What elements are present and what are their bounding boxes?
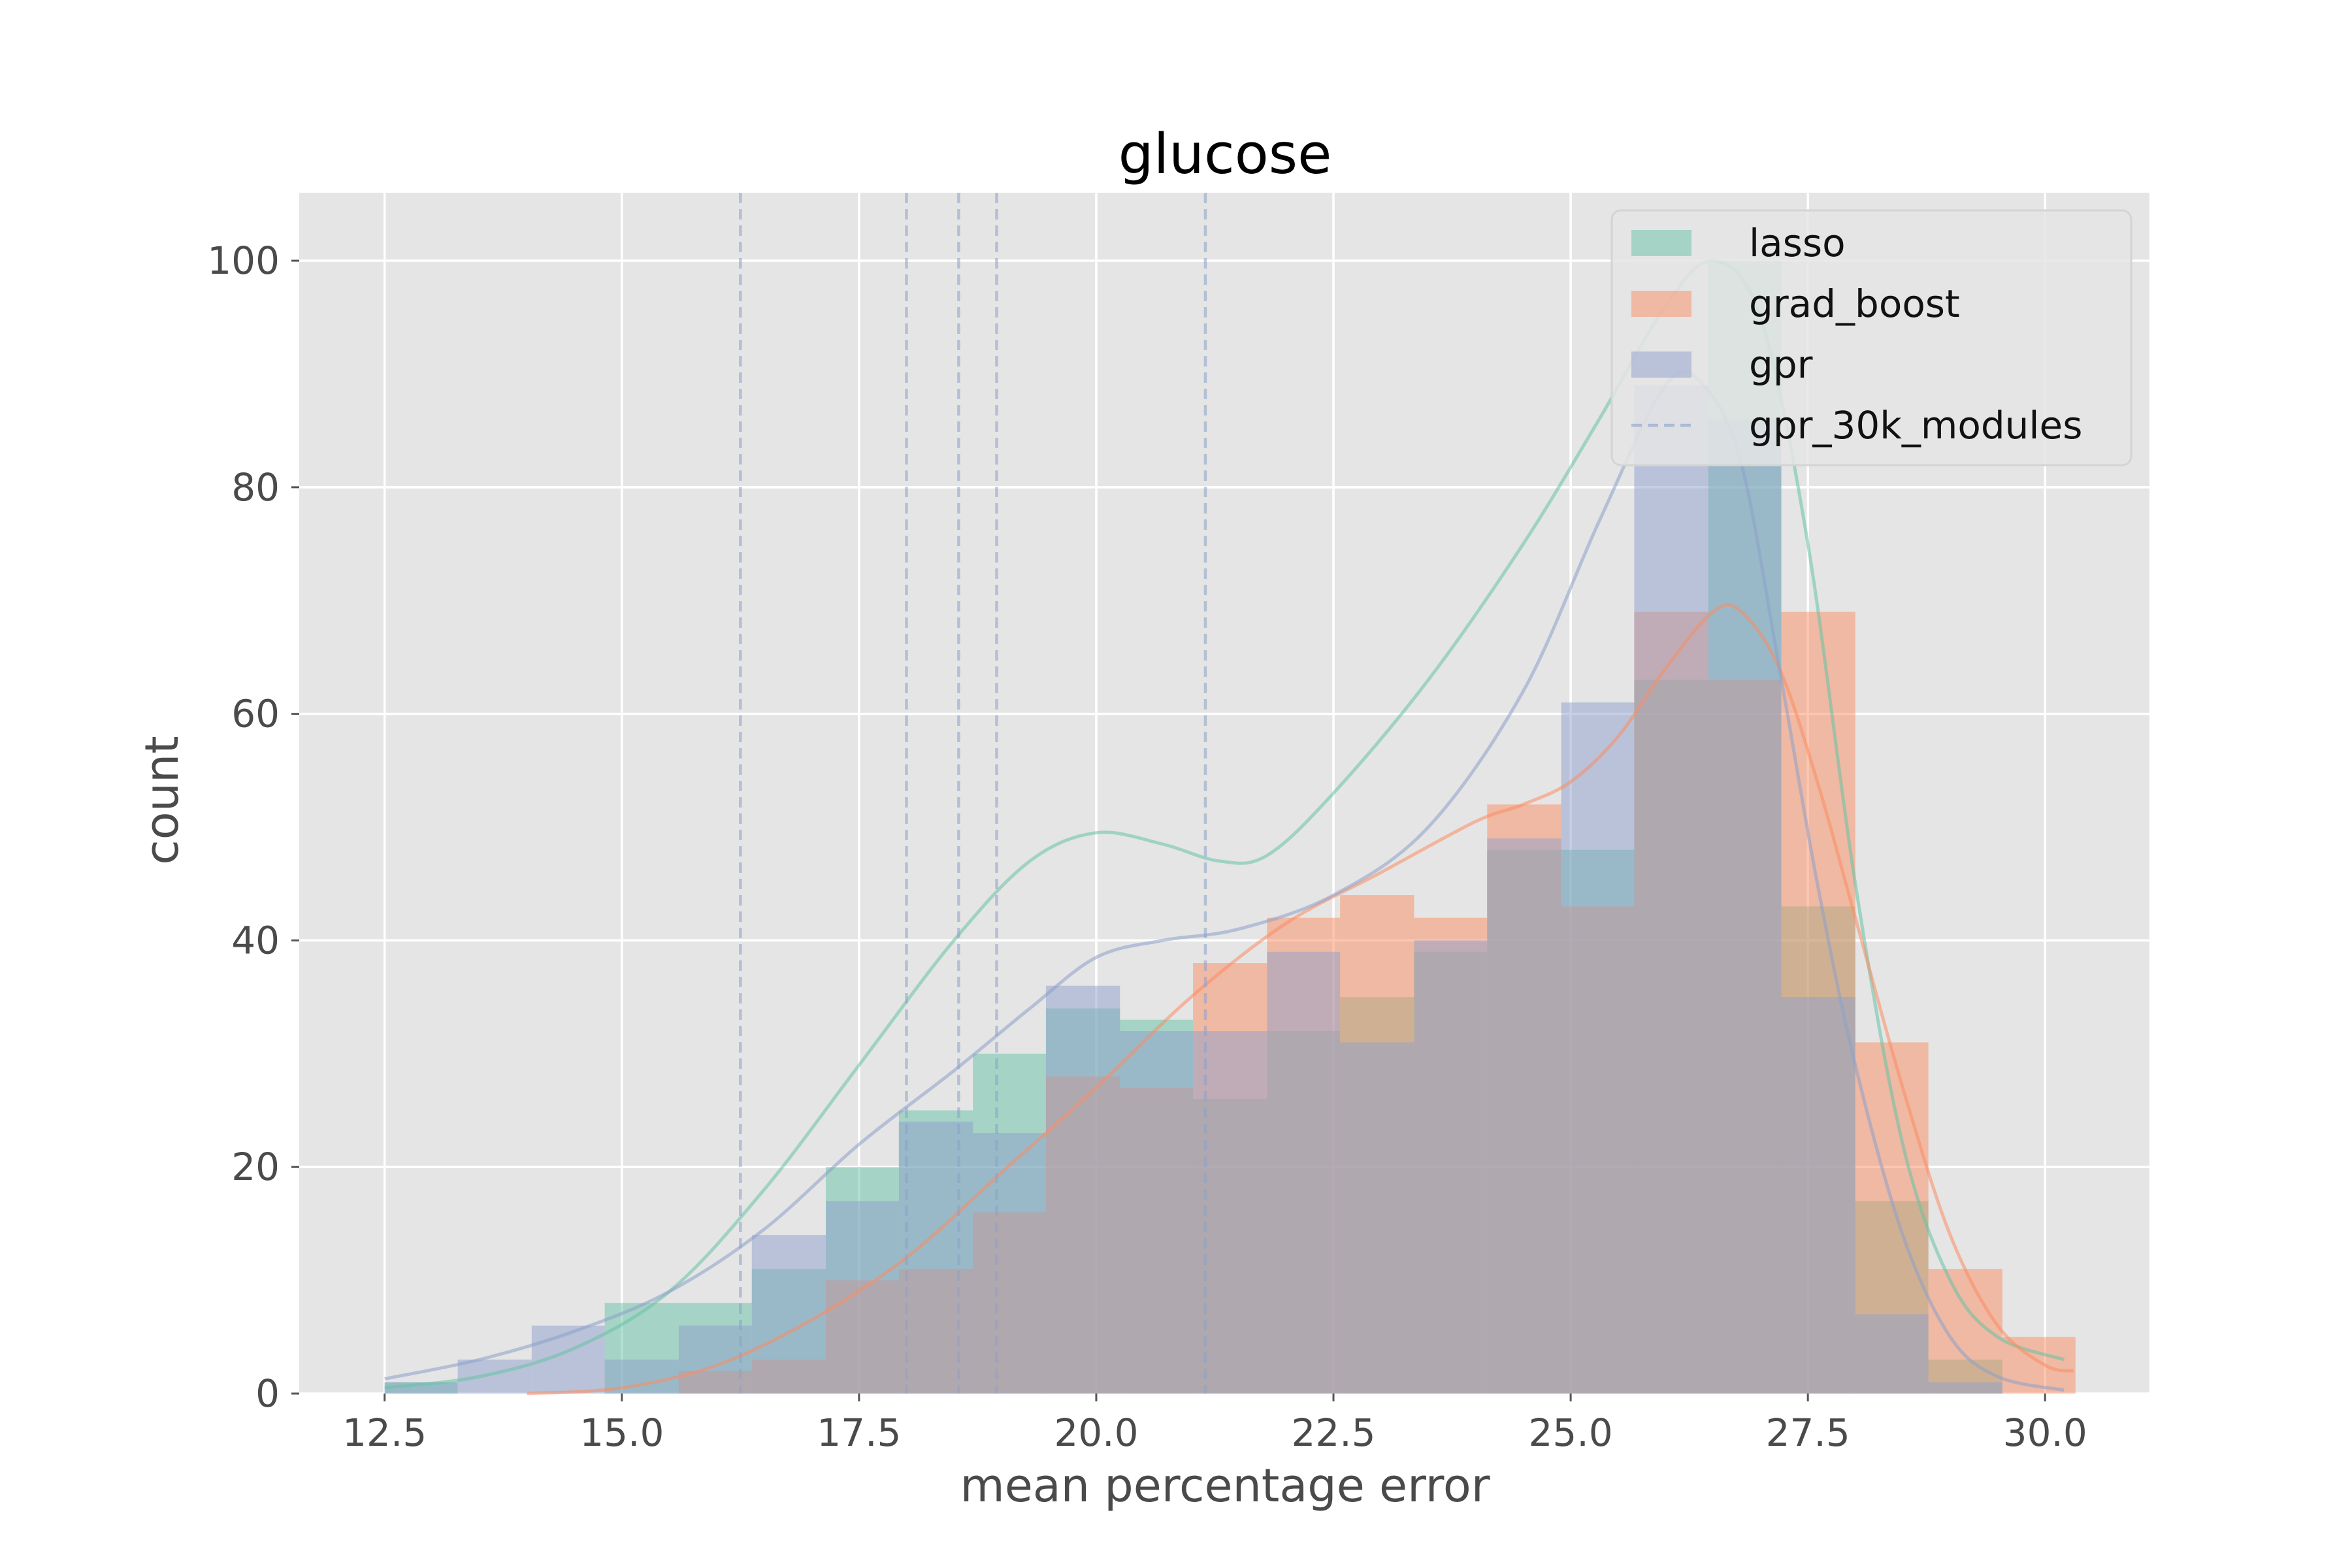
y-tick-label: 40 [231, 918, 280, 962]
legend-swatch-lasso [1631, 230, 1691, 256]
y-tick-label: 60 [231, 692, 280, 736]
gpr-bar [1267, 951, 1341, 1394]
x-axis-label: mean percentage error [960, 1459, 1490, 1512]
legend-box [1610, 209, 2132, 466]
gpr-bar [1855, 1314, 1929, 1394]
y-tick-label: 0 [255, 1371, 280, 1416]
legend-swatch-gpr [1631, 351, 1691, 378]
x-tick-label: 12.5 [342, 1411, 427, 1455]
x-tick-label: 27.5 [1766, 1411, 1850, 1455]
legend-label-grad_boost: grad_boost [1749, 282, 1960, 326]
legend-label-lasso: lasso [1749, 221, 1846, 265]
lasso-kde-line [384, 259, 2065, 1390]
gpr-bar [1340, 1042, 1414, 1394]
gpr-bar [1781, 997, 1855, 1394]
y-tick-labels: 0 20 40 60 80 100 [207, 238, 299, 1416]
chart-title: glucose [1119, 122, 1332, 187]
y-tick-label: 100 [207, 238, 280, 283]
gpr-bar [1634, 385, 1708, 1394]
x-tick-label: 17.5 [817, 1411, 901, 1455]
y-axis-label: count [135, 736, 189, 865]
legend-label-gpr: gpr [1749, 342, 1813, 387]
gpr-bar [1561, 702, 1635, 1394]
x-tick-label: 22.5 [1291, 1411, 1375, 1455]
x-tick-labels: 12.5 15.0 17.5 20.0 22.5 25.0 27.5 30.0 [342, 1394, 2087, 1455]
gpr-bar [826, 1201, 899, 1394]
y-tick-label: 80 [231, 465, 280, 510]
legend-label-gpr-30k-modules: gpr_30k_modules [1749, 403, 2082, 448]
reference-lines [739, 193, 1207, 1394]
gpr-bar [751, 1235, 826, 1394]
gpr-kde-line [384, 370, 2065, 1392]
gpr-bar [1045, 985, 1120, 1394]
gpr-bar [898, 1121, 973, 1394]
legend-swatch-grad_boost [1631, 291, 1691, 317]
grad_boost-kde-line [527, 603, 2074, 1396]
gpr-bar [1414, 940, 1488, 1394]
gpr-bar [1708, 419, 1782, 1394]
x-tick-label: 30.0 [2003, 1411, 2087, 1455]
x-tick-label: 25.0 [1529, 1411, 1613, 1455]
gpr-bar [1928, 1382, 2002, 1394]
x-tick-label: 20.0 [1054, 1411, 1138, 1455]
x-tick-label: 15.0 [580, 1411, 664, 1455]
kde-curves [384, 259, 2074, 1396]
gpr-bar [457, 1359, 532, 1394]
gpr-bar [1487, 838, 1561, 1394]
gpr-bar [973, 1133, 1046, 1394]
y-tick-label: 20 [231, 1145, 280, 1189]
gpr-bar [1120, 1031, 1194, 1394]
